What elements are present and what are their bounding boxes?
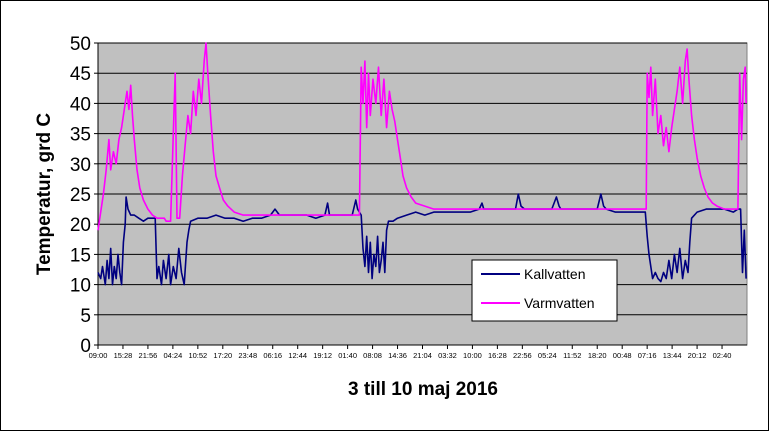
x-tick-label: 10:00 xyxy=(463,351,482,360)
x-tick-label: 19:12 xyxy=(313,351,332,360)
y-axis-ticks: 0 5 10 15 20 25 30 35 40 45 50 xyxy=(70,34,98,357)
x-tick-label: 07:16 xyxy=(638,351,657,360)
x-tick-label: 08:08 xyxy=(363,351,382,360)
y-tick-label: 20 xyxy=(70,215,91,236)
x-tick-label: 14:36 xyxy=(388,351,407,360)
y-tick-label: 45 xyxy=(70,64,91,85)
x-tick-label: 17:20 xyxy=(213,351,232,360)
x-axis-ticks: 09:00 15:28 21:56 04:24 10:52 17:20 23:48 06:16… xyxy=(89,345,732,360)
x-tick-label: 21:56 xyxy=(139,351,158,360)
x-tick-label: 00:48 xyxy=(613,351,632,360)
x-tick-label: 02:40 xyxy=(713,351,732,360)
x-tick-label: 21:04 xyxy=(413,351,432,360)
x-tick-label: 20:12 xyxy=(688,351,707,360)
x-tick-label: 06:16 xyxy=(263,351,282,360)
x-tick-label: 04:24 xyxy=(163,351,182,360)
y-tick-label: 0 xyxy=(80,336,91,357)
legend: Kallvatten Varmvatten xyxy=(471,259,618,322)
x-tick-label: 05:24 xyxy=(538,351,557,360)
x-tick-label: 01:40 xyxy=(338,351,357,360)
x-axis-title: 3 till 10 maj 2016 xyxy=(348,379,498,400)
y-tick-label: 40 xyxy=(70,94,91,115)
series-line-kallvatten xyxy=(97,193,747,286)
series-layer xyxy=(97,42,747,286)
x-tick-label: 15:28 xyxy=(114,351,133,360)
legend-box xyxy=(471,259,618,322)
x-tick-label: 09:00 xyxy=(89,351,108,360)
y-tick-label: 10 xyxy=(70,276,91,297)
x-tick-label: 16:28 xyxy=(488,351,507,360)
x-tick-label: 18:20 xyxy=(588,351,607,360)
y-tick-label: 5 xyxy=(80,306,91,327)
x-tick-label: 03:32 xyxy=(438,351,457,360)
y-tick-label: 50 xyxy=(70,34,91,55)
x-tick-label: 12:44 xyxy=(288,351,307,360)
series-line-varmvatten xyxy=(97,42,747,231)
x-tick-label: 10:52 xyxy=(188,351,207,360)
x-tick-label: 23:48 xyxy=(238,351,257,360)
y-tick-label: 25 xyxy=(70,185,91,206)
x-tick-label: 22:56 xyxy=(513,351,532,360)
y-axis-label: Temperatur, grd C xyxy=(34,113,55,276)
y-tick-label: 30 xyxy=(70,155,91,176)
y-tick-label: 35 xyxy=(70,125,91,146)
x-tick-label: 11:52 xyxy=(563,351,581,360)
y-tick-label: 15 xyxy=(70,245,91,266)
legend-label-varmvatten: Varmvatten xyxy=(524,295,595,311)
legend-label-kallvatten: Kallvatten xyxy=(524,266,585,282)
x-tick-label: 13:44 xyxy=(663,351,682,360)
